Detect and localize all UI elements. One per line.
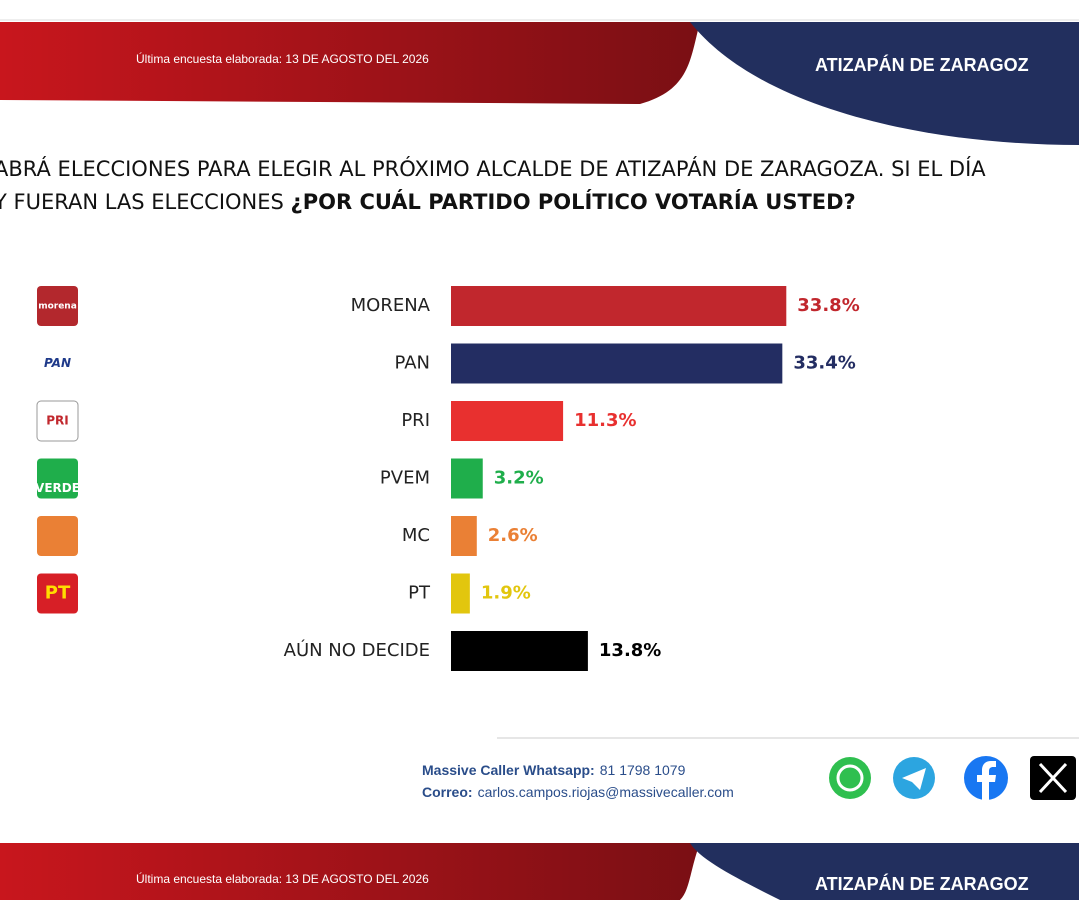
party-logo-text: VERDE	[35, 481, 80, 495]
party-logo-text: morena	[38, 302, 77, 312]
category-label: PVEM	[380, 468, 430, 489]
footer-navy	[690, 843, 1079, 900]
email: carlos.campos.riojas@massivecaller.com	[478, 784, 734, 800]
bar	[451, 631, 588, 671]
whatsapp-number: 81 1798 1079	[600, 762, 686, 778]
party-logo-text: PRI	[46, 414, 69, 428]
bar	[451, 401, 564, 441]
facebook-glyph	[977, 761, 996, 800]
category-label: PT	[408, 583, 431, 604]
survey-date: Última encuesta elaborada: 13 DE AGOSTO …	[136, 51, 429, 66]
header-red	[0, 22, 700, 104]
location: ATIZAPÁN DE ZARAGOZ	[815, 54, 1029, 75]
category-label: PAN	[395, 353, 430, 374]
value-label: 13.8%	[599, 640, 661, 661]
bar	[451, 286, 787, 326]
value-label: 3.2%	[494, 468, 544, 489]
category-label: MORENA	[351, 295, 431, 316]
bar	[451, 516, 477, 556]
value-label: 11.3%	[574, 410, 636, 431]
email-label: Correo:	[422, 784, 473, 800]
party-logo-text: PT	[45, 583, 71, 604]
category-label: MC	[402, 525, 430, 546]
category-label: AÚN NO DECIDE	[284, 639, 430, 661]
party-logo	[36, 400, 79, 442]
x-glyph	[1038, 762, 1068, 794]
value-label: 33.8%	[797, 295, 859, 316]
bar	[451, 573, 470, 614]
bar	[451, 343, 783, 384]
question-text: Y FUERAN LAS ELECCIONES	[0, 190, 291, 214]
category-label: PRI	[401, 410, 430, 431]
location: ATIZAPÁN DE ZARAGOZ	[815, 873, 1029, 894]
survey-date: Última encuesta elaborada: 13 DE AGOSTO …	[136, 871, 429, 886]
party-logo	[37, 458, 78, 499]
value-label: 1.9%	[481, 583, 531, 604]
question-line1: ABRÁ ELECCIONES PARA ELEGIR AL PRÓXIMO A…	[0, 156, 986, 181]
question-bold: ¿POR CUÁL PARTIDO POLÍTICO VOTARÍA USTED…	[291, 189, 856, 214]
party-logo	[37, 573, 78, 614]
header-navy	[690, 22, 1079, 145]
question-line2: Y FUERAN LAS ELECCIONES ¿POR CUÁL PARTID…	[0, 189, 856, 214]
party-logo	[37, 516, 78, 556]
party-logo	[37, 286, 78, 326]
whatsapp-line: Massive Caller Whatsapp: 81 1798 1079	[422, 762, 686, 778]
footer-red	[0, 843, 700, 900]
bar	[451, 458, 483, 499]
whatsapp-icon[interactable]	[829, 757, 871, 799]
party-logo	[37, 343, 78, 384]
whatsapp-glyph	[836, 764, 864, 792]
chart: MORENA 33.8% morena PAN 33.4% PAN PRI 11.3% PRI P…	[35, 286, 860, 671]
value-label: 33.4%	[793, 353, 855, 374]
telegram-glyph	[902, 768, 926, 790]
party-logo-text: PAN	[44, 356, 71, 370]
value-label: 2.6%	[488, 525, 538, 546]
email-line: Correo: carlos.campos.riojas@massivecalle…	[422, 784, 734, 800]
whatsapp-label: Massive Caller Whatsapp:	[422, 762, 595, 778]
